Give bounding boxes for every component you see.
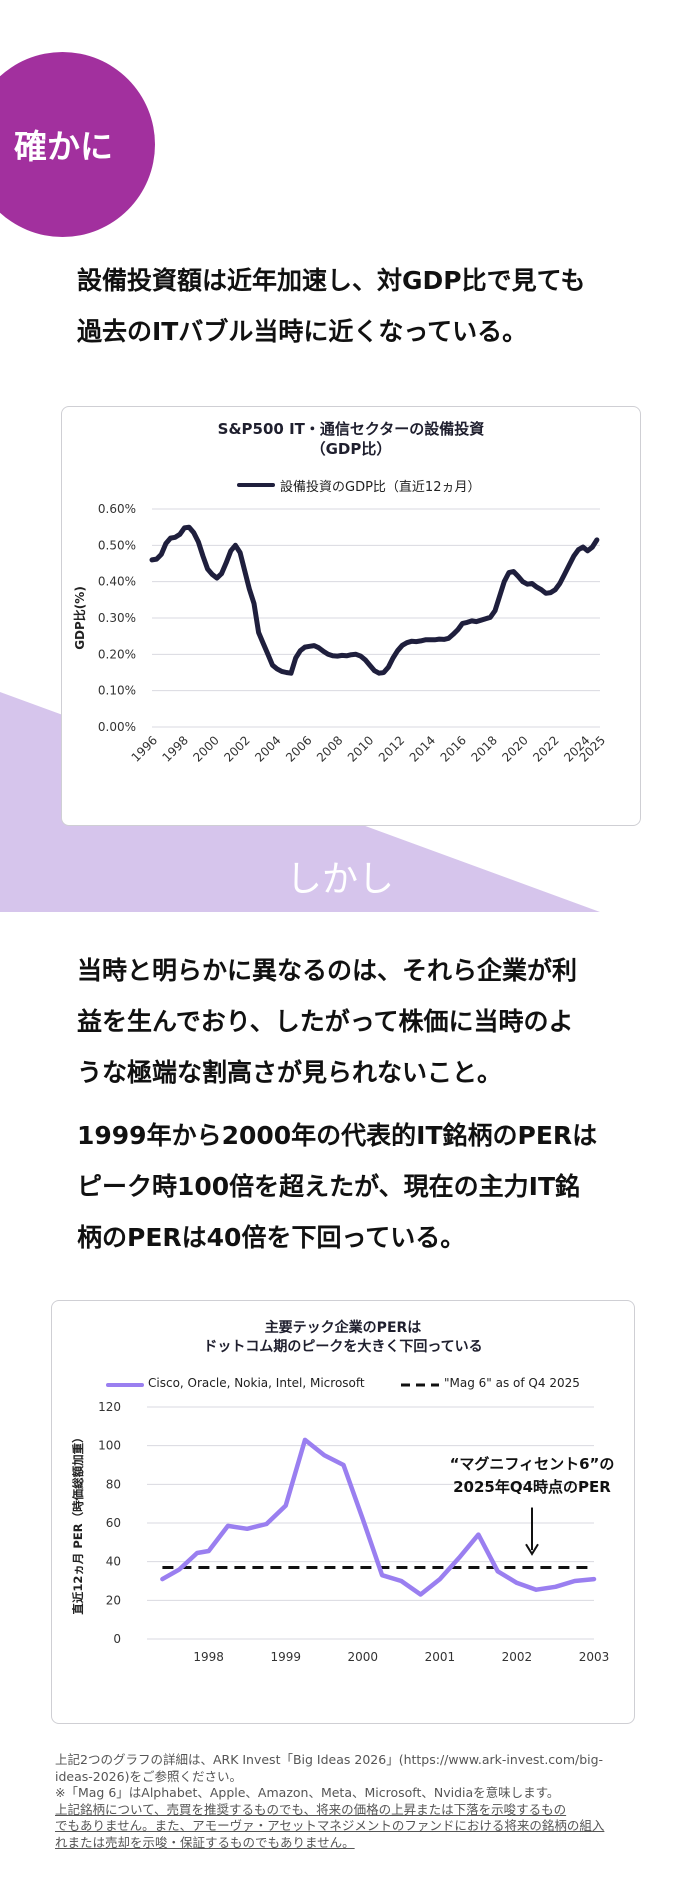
x-tick-label: 2000 xyxy=(348,1650,379,1664)
y-tick-label: 100 xyxy=(98,1439,121,1453)
body-line: 1999年から2000年の代表的IT銘柄のPERは xyxy=(77,1121,598,1150)
capex-chart-card: S&P500 IT・通信セクターの設備投資 （GDP比） 設備投資のGDP比（直… xyxy=(61,406,641,826)
y-tick-label: 0.60% xyxy=(98,502,136,516)
intro-line: 過去のITバブル当時に近くなっている。 xyxy=(77,317,528,346)
per-legend-swatch-dashed xyxy=(401,1383,439,1387)
chart-title-line: S&P500 IT・通信セクターの設備投資 xyxy=(217,420,485,438)
x-tick-label: 2002 xyxy=(502,1650,533,1664)
per-line-chart: 0 20 40 60 80 100 120 1998 1999 2000 2001 2002 2003 直… xyxy=(71,1400,615,1664)
body-line: うな極端な割高さが見られないこと。 xyxy=(77,1058,503,1087)
y-tick-label: 0.10% xyxy=(98,684,136,698)
annotation-text: “マグニフィセント6”の xyxy=(450,1455,615,1473)
x-tick-label: 1998 xyxy=(160,733,191,764)
per-legend-label-mag6: "Mag 6" as of Q4 2025 xyxy=(444,1376,580,1390)
y-tick-label: 20 xyxy=(106,1593,121,1607)
per-legend-swatch-solid xyxy=(106,1383,144,1387)
capex-series-line xyxy=(149,524,600,676)
x-tick-label: 2014 xyxy=(407,733,438,764)
disclaimer-line: 上記銘柄について、売買を推奨するものでも、将来の価格の上昇または下落を示唆するも… xyxy=(55,1801,567,1817)
x-tick-label: 2004 xyxy=(252,733,283,764)
per-legend-label-dotcom: Cisco, Oracle, Nokia, Intel, Microsoft xyxy=(148,1376,365,1390)
disclaimer-line: れまたは売却を示唆・保証するものでもありません。 xyxy=(55,1834,355,1850)
capex-line-chart: 0.00% 0.10% 0.20% 0.30% 0.40% 0.50% 0.60% 1996 1… xyxy=(72,502,608,765)
y-tick-label: 0 xyxy=(113,1632,121,1646)
footnote-line: ※「Mag 6」はAlphabet、Apple、Amazon、Meta、Micr… xyxy=(55,1785,560,1800)
x-tick-label: 2003 xyxy=(579,1650,610,1664)
x-tick-label: 2022 xyxy=(530,733,561,764)
disclaimer-line: でもありません。また、アモーヴァ・アセットマネジメントのファンドにおける将来の銘… xyxy=(55,1818,605,1833)
x-tick-label: 2020 xyxy=(499,733,530,764)
per-chart-card: 主要テック企業のPERは ドットコム期のピークを大きく下回っている Cisco,… xyxy=(51,1300,635,1724)
intro-line: 設備投資額は近年加速し、対GDP比で見ても xyxy=(77,266,586,295)
x-tick-label: 2016 xyxy=(438,733,469,764)
body-text-2: 1999年から2000年の代表的IT銘柄のPERは ピーク時100倍を超えたが、… xyxy=(77,1110,637,1263)
body-line: 柄のPERは40倍を下回っている。 xyxy=(77,1223,466,1252)
body-text-1: 当時と明らかに異なるのは、それら企業が利 益を生んでおり、したがって株価に当時の… xyxy=(77,945,637,1098)
annotation-arrow-head xyxy=(525,1543,539,1556)
y-tick-label: 0.30% xyxy=(98,611,136,625)
x-tick-label: 1996 xyxy=(129,733,160,764)
x-tick-label: 2000 xyxy=(190,733,221,764)
capex-legend-label: 設備投資のGDP比（直近12ヵ月） xyxy=(280,480,481,495)
y-tick-label: 0.20% xyxy=(98,647,136,661)
x-tick-label: 1998 xyxy=(193,1650,224,1664)
x-tick-label: 2010 xyxy=(345,733,376,764)
body-line: 当時と明らかに異なるのは、それら企業が利 xyxy=(77,956,578,985)
per-chart-title: 主要テック企業のPERは ドットコム期のピークを大きく下回っている xyxy=(52,1319,634,1357)
body-line: 益を生んでおり、したがって株価に当時のよ xyxy=(77,1007,574,1036)
footnote-line: 上記2つのグラフの詳細は、ARK Invest「Big Ideas 2026」(… xyxy=(55,1752,604,1767)
y-tick-label: 80 xyxy=(106,1477,121,1491)
x-tick-label: 2002 xyxy=(221,733,252,764)
chart-title-line: 主要テック企業のPERは xyxy=(264,1320,422,1336)
x-tick-label: 1999 xyxy=(270,1650,301,1664)
annotation-text: 2025年Q4時点のPER xyxy=(453,1478,611,1496)
chart-title-line: ドットコム期のピークを大きく下回っている xyxy=(203,1339,483,1355)
body-line: ピーク時100倍を超えたが、現在の主力IT銘 xyxy=(77,1172,581,1201)
x-tick-label: 2008 xyxy=(314,733,345,764)
badge-label-tashikani: 確かに xyxy=(14,127,113,166)
capex-chart-title: S&P500 IT・通信セクターの設備投資 （GDP比） xyxy=(62,419,640,459)
chart-title-line: （GDP比） xyxy=(310,440,392,458)
footnote-line: ideas-2026)をご参照ください。 xyxy=(55,1768,242,1784)
x-tick-label: 2012 xyxy=(376,733,407,764)
footnotes: 上記2つのグラフの詳細は、ARK Invest「Big Ideas 2026」(… xyxy=(55,1752,635,1851)
y-axis-label: GDP比(%) xyxy=(72,586,87,650)
x-tick-label: 2001 xyxy=(425,1650,456,1664)
y-tick-label: 40 xyxy=(106,1555,121,1569)
y-tick-label: 120 xyxy=(98,1400,121,1414)
y-tick-label: 0.40% xyxy=(98,575,136,589)
intro-text: 設備投資額は近年加速し、対GDP比で見ても 過去のITバブル当時に近くなっている… xyxy=(77,255,637,357)
badge-circle xyxy=(0,52,155,237)
badge-label-shikashi: しかし xyxy=(285,859,394,900)
dotcom-series-line xyxy=(160,1437,597,1597)
capex-legend-swatch xyxy=(237,483,275,487)
y-axis-label: 直近12ヵ月 PER（時価総額加重） xyxy=(71,1431,85,1614)
y-tick-label: 0.00% xyxy=(98,720,136,734)
y-tick-label: 60 xyxy=(106,1516,121,1530)
x-tick-label: 2006 xyxy=(283,733,314,764)
x-tick-label: 2018 xyxy=(468,733,499,764)
y-tick-label: 0.50% xyxy=(98,538,136,552)
